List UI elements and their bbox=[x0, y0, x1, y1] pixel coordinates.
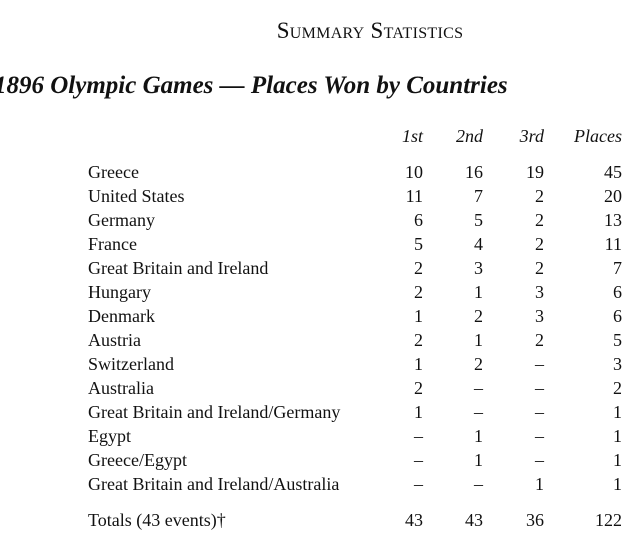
total-places: 45 bbox=[604, 162, 622, 182]
third-places: – bbox=[535, 378, 544, 398]
column-header-3rd: 3rd bbox=[519, 126, 544, 146]
column-header-1st: 1st bbox=[401, 126, 423, 146]
third-places: 2 bbox=[535, 330, 544, 350]
country-name: Switzerland bbox=[88, 354, 174, 374]
totals-third: 36 bbox=[526, 510, 544, 530]
totals-first: 43 bbox=[405, 510, 423, 530]
first-places: 11 bbox=[405, 186, 423, 206]
second-places: 7 bbox=[474, 186, 483, 206]
country-name: Austria bbox=[88, 330, 141, 350]
country-name: United States bbox=[88, 186, 185, 206]
second-places: 1 bbox=[474, 426, 483, 446]
third-places: – bbox=[535, 354, 544, 374]
table-row: Great Britain and Ireland/Germany 1 – – 1 bbox=[0, 402, 630, 426]
country-name: Egypt bbox=[88, 426, 131, 446]
second-places: – bbox=[474, 474, 483, 494]
table-row: United States 11 7 2 20 bbox=[0, 186, 630, 210]
column-header-places: Places bbox=[574, 126, 622, 146]
total-places: 1 bbox=[613, 426, 622, 446]
total-places: 11 bbox=[604, 234, 622, 254]
third-places: 19 bbox=[526, 162, 544, 182]
third-places: – bbox=[535, 450, 544, 470]
total-places: 1 bbox=[613, 450, 622, 470]
table-row: Austria 2 1 2 5 bbox=[0, 330, 630, 354]
second-places: 5 bbox=[474, 210, 483, 230]
column-header-2nd: 2nd bbox=[456, 126, 483, 146]
second-places: 16 bbox=[465, 162, 483, 182]
table-row: Greece/Egypt – 1 – 1 bbox=[0, 450, 630, 474]
totals-row: Totals (43 events)† 43 43 36 122 bbox=[0, 510, 630, 534]
second-places: 4 bbox=[474, 234, 483, 254]
third-places: 2 bbox=[535, 186, 544, 206]
first-places: – bbox=[414, 450, 423, 470]
total-places: 1 bbox=[613, 474, 622, 494]
country-name: Great Britain and Ireland/Australia bbox=[88, 474, 340, 494]
total-places: 1 bbox=[613, 402, 622, 422]
country-name: Great Britain and Ireland bbox=[88, 258, 269, 278]
second-places: – bbox=[474, 402, 483, 422]
total-places: 2 bbox=[613, 378, 622, 398]
total-places: 20 bbox=[604, 186, 622, 206]
total-places: 6 bbox=[613, 306, 622, 326]
second-places: 1 bbox=[474, 282, 483, 302]
first-places: 2 bbox=[414, 258, 423, 278]
third-places: 2 bbox=[535, 210, 544, 230]
total-places: 6 bbox=[613, 282, 622, 302]
table-row: Great Britain and Ireland 2 3 2 7 bbox=[0, 258, 630, 282]
third-places: 3 bbox=[535, 282, 544, 302]
third-places: 2 bbox=[535, 234, 544, 254]
second-places: 2 bbox=[474, 306, 483, 326]
section-heading: Summary Statistics bbox=[276, 18, 464, 43]
country-name: Denmark bbox=[88, 306, 155, 326]
first-places: 1 bbox=[414, 306, 423, 326]
third-places: – bbox=[535, 426, 544, 446]
country-name: Great Britain and Ireland/Germany bbox=[88, 402, 341, 422]
country-name: Germany bbox=[88, 210, 155, 230]
second-places: 2 bbox=[474, 354, 483, 374]
total-places: 13 bbox=[604, 210, 622, 230]
first-places: 2 bbox=[414, 330, 423, 350]
country-name: Greece bbox=[88, 162, 139, 182]
totals-label: Totals (43 events)† bbox=[88, 510, 226, 530]
table-row: Denmark 1 2 3 6 bbox=[0, 306, 630, 330]
third-places: – bbox=[535, 402, 544, 422]
second-places: – bbox=[474, 378, 483, 398]
second-places: 1 bbox=[474, 450, 483, 470]
table-row: Hungary 2 1 3 6 bbox=[0, 282, 630, 306]
first-places: 1 bbox=[414, 354, 423, 374]
first-places: 2 bbox=[414, 378, 423, 398]
first-places: 10 bbox=[405, 162, 423, 182]
totals-places: 122 bbox=[595, 510, 622, 530]
third-places: 3 bbox=[535, 306, 544, 326]
table-title: 1896 Olympic Games — Places Won by Count… bbox=[0, 72, 508, 99]
table-row: Egypt – 1 – 1 bbox=[0, 426, 630, 450]
table-row: Switzerland 1 2 – 3 bbox=[0, 354, 630, 378]
first-places: 1 bbox=[414, 402, 423, 422]
total-places: 5 bbox=[613, 330, 622, 350]
table-row: Australia 2 – – 2 bbox=[0, 378, 630, 402]
second-places: 3 bbox=[474, 258, 483, 278]
first-places: 2 bbox=[414, 282, 423, 302]
first-places: 5 bbox=[414, 234, 423, 254]
country-name: France bbox=[88, 234, 137, 254]
country-name: Hungary bbox=[88, 282, 151, 302]
table-row: France 5 4 2 11 bbox=[0, 234, 630, 258]
first-places: – bbox=[414, 474, 423, 494]
total-places: 3 bbox=[613, 354, 622, 374]
country-name: Greece/Egypt bbox=[88, 450, 187, 470]
first-places: – bbox=[414, 426, 423, 446]
second-places: 1 bbox=[474, 330, 483, 350]
total-places: 7 bbox=[613, 258, 622, 278]
table-row: Germany 6 5 2 13 bbox=[0, 210, 630, 234]
first-places: 6 bbox=[414, 210, 423, 230]
third-places: 2 bbox=[535, 258, 544, 278]
country-name: Australia bbox=[88, 378, 154, 398]
table-row: Greece 10 16 19 45 bbox=[0, 162, 630, 186]
totals-second: 43 bbox=[465, 510, 483, 530]
third-places: 1 bbox=[535, 474, 544, 494]
table-row: Great Britain and Ireland/Australia – – 1 1 bbox=[0, 474, 630, 498]
